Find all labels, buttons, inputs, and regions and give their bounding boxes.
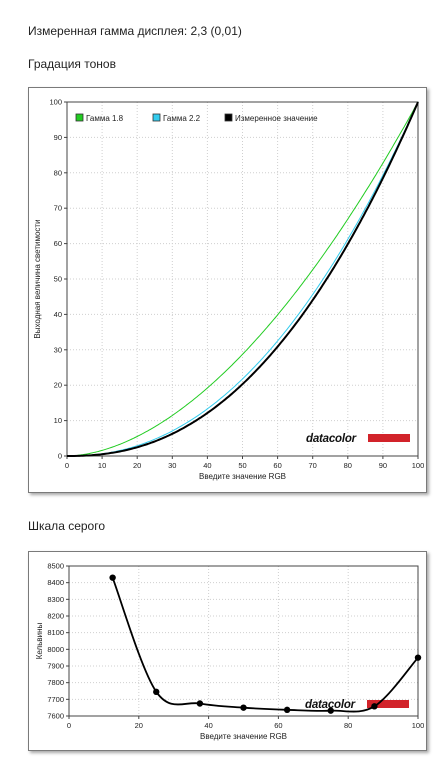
gray-chart: 0 20 40 60 80 100 7600 7700 7800 7900 8000 8100 8200… (35, 562, 425, 742)
tone-x-tick-label: 50 (238, 461, 246, 470)
tone-chart-panel: 0 10 20 30 40 50 60 70 80 90 100 0 10 20 30 40 50 60 70 80 9… (28, 87, 427, 493)
tone-y-tick-label: 20 (54, 381, 62, 390)
tone-x-tick-label: 70 (309, 461, 317, 470)
tone-y-tick-label: 60 (54, 239, 62, 248)
tone-y-axis-label: Выходная величина светимости (33, 219, 42, 338)
gray-y-tick-label: 7600 (47, 712, 64, 721)
tone-section-title: Градация тонов (28, 57, 116, 71)
tone-y-tick-label: 80 (54, 168, 62, 177)
gray-datacolor-logo-text: datacolor (305, 699, 356, 711)
gray-y-tick-label: 8200 (47, 612, 64, 621)
gray-data-point (371, 703, 378, 710)
gray-plot-border (68, 565, 419, 717)
gray-plot-area (69, 566, 418, 716)
gray-section-title: Шкала серого (28, 519, 106, 533)
gray-data-point (327, 707, 334, 714)
gray-data-point (240, 704, 247, 711)
gray-y-tick-label: 8500 (47, 562, 64, 571)
tone-x-tick-label: 30 (168, 461, 176, 470)
tone-x-tick-label: 80 (344, 461, 352, 470)
tone-series-line-1 (66, 101, 419, 457)
tone-x-tick-label: 0 (65, 461, 69, 470)
tone-y-tick-label: 50 (54, 275, 62, 284)
tone-x-tick-label: 60 (273, 461, 281, 470)
tone-y-tick-label: 0 (58, 452, 62, 461)
tone-x-tick-label: 10 (98, 461, 106, 470)
gray-x-tick-label: 80 (344, 721, 352, 730)
gray-x-tick-label: 60 (274, 721, 282, 730)
gamma-readout: Измеренная гамма дисплея: 2,3 (0,01) (28, 24, 242, 38)
gray-y-axis-label: Кельвины (35, 622, 44, 659)
gray-datacolor-logo-bar (367, 700, 409, 708)
gray-y-tick-label: 8400 (47, 578, 64, 587)
gray-y-tick-label: 8000 (47, 645, 64, 654)
gray-y-tick-label: 7900 (47, 662, 64, 671)
gray-y-tick-label: 7700 (47, 695, 64, 704)
tone-y-tick-label: 100 (49, 98, 62, 107)
tone-y-tick-label: 90 (54, 133, 62, 142)
tone-chart: 0 10 20 30 40 50 60 70 80 90 100 0 10 20 30 40 50 60 70 80 9… (33, 98, 425, 482)
tone-legend-swatch-3 (224, 113, 233, 122)
tone-y-tick-label: 40 (54, 310, 62, 319)
gray-y-tick-label: 7800 (47, 678, 64, 687)
tone-datacolor-logo-bar (368, 434, 410, 442)
gray-chart-panel: 0 20 40 60 80 100 7600 7700 7800 7900 8000 8100 8200… (28, 551, 427, 751)
gray-y-tick-label: 8100 (47, 628, 64, 637)
gray-x-tick-label: 0 (67, 721, 71, 730)
tone-x-tick-label: 40 (203, 461, 211, 470)
tone-x-axis-label: Введите значение RGB (199, 472, 286, 481)
gray-data-point (414, 654, 422, 661)
tone-y-tick-label: 10 (54, 416, 62, 425)
tone-legend-swatch-1 (75, 113, 84, 122)
gray-data-point (196, 700, 204, 707)
gray-x-tick-label: 100 (412, 721, 425, 730)
tone-legend-swatch-2 (152, 113, 161, 122)
tone-x-tick-label: 100 (412, 461, 425, 470)
tone-datacolor-logo-text: datacolor (306, 433, 357, 445)
gray-x-tick-label: 20 (135, 721, 143, 730)
tone-x-tick-label: 20 (133, 461, 141, 470)
tone-y-tick-label: 30 (54, 345, 62, 354)
gray-data-point (283, 706, 291, 714)
gray-x-tick-label: 40 (204, 721, 212, 730)
tone-y-tick-label: 70 (54, 204, 62, 213)
gray-x-axis-label: Введите значение RGB (200, 732, 287, 741)
tone-series-line-2 (67, 101, 419, 457)
tone-legend-label-3: Измеренное значение (235, 114, 318, 123)
tone-legend-label-1: Гамма 1.8 (86, 114, 124, 123)
tone-series-line-3 (67, 101, 419, 457)
gray-data-point (109, 574, 116, 581)
gray-data-point (153, 688, 160, 696)
gray-y-tick-label: 8300 (47, 595, 64, 604)
tone-x-tick-label: 90 (379, 461, 387, 470)
tone-legend-label-2: Гамма 2.2 (163, 114, 201, 123)
